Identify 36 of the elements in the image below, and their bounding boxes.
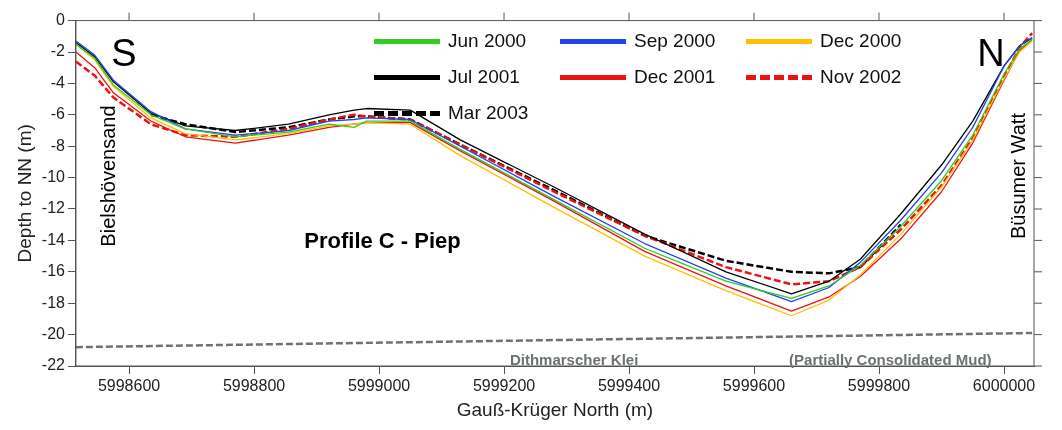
annotation: N <box>977 31 1005 74</box>
legend-label: Jul 2001 <box>448 66 520 88</box>
y-tick-label: -10 <box>41 168 66 186</box>
y-tick-label: -14 <box>41 230 66 248</box>
y-tick-label: -2 <box>50 42 66 60</box>
legend-label: Jun 2000 <box>448 30 527 52</box>
annotation: S <box>111 31 137 74</box>
annotation: Dithmarscher Klei <box>509 350 639 368</box>
x-tick-label: 5999000 <box>347 377 411 395</box>
x-axis-title: Gauß-Krüger North (m) <box>456 398 654 420</box>
y-axis-title: Depth to NN (m) <box>13 124 35 263</box>
x-tick-label: 5999600 <box>722 377 786 395</box>
x-tick-label: 5999200 <box>472 377 536 395</box>
x-tick-label: 5999800 <box>847 377 911 395</box>
annotation: (Partially Consolidated Mud) <box>789 350 992 368</box>
legend-label: Nov 2002 <box>820 66 902 88</box>
legend-label: Mar 2003 <box>448 102 529 124</box>
x-tick-label: 5999400 <box>597 377 661 395</box>
x-tick-label: 5998600 <box>97 377 161 395</box>
legend-label: Sep 2000 <box>634 30 716 52</box>
x-tick-label: 6000000 <box>972 377 1036 395</box>
y-tick-label: -16 <box>41 262 66 280</box>
x-tick-label: 5998800 <box>222 377 286 395</box>
annotation: Büsumer Watt <box>1007 112 1030 240</box>
annotation: Profile C - Piep <box>304 227 461 253</box>
y-tick-label: -20 <box>41 325 66 343</box>
y-tick-label: -6 <box>50 105 66 123</box>
y-tick-label: 0 <box>56 11 66 29</box>
y-tick-label: -18 <box>41 293 66 311</box>
annotation: Bielshövensand <box>96 105 119 247</box>
y-tick-label: -8 <box>50 136 66 154</box>
y-tick-label: -4 <box>50 73 66 91</box>
legend-label: Dec 2001 <box>634 66 716 88</box>
y-tick-label: -22 <box>41 356 66 374</box>
legend-label: Dec 2000 <box>820 30 902 52</box>
y-tick-label: -12 <box>41 199 66 217</box>
